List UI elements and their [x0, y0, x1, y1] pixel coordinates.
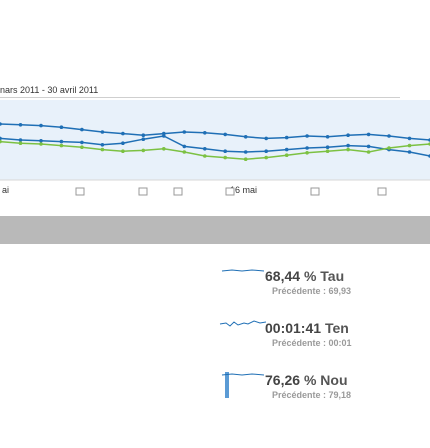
- series-line-0: [0, 135, 430, 157]
- date-range-label: nars 2011 - 30 avril 2011: [0, 85, 99, 95]
- metric-value: 00:01:41 Ten: [265, 320, 349, 336]
- data-point: [366, 150, 371, 154]
- data-point: [18, 138, 23, 142]
- data-point: [243, 150, 248, 154]
- data-point: [223, 155, 227, 160]
- data-point: [305, 134, 309, 138]
- data-point: [325, 135, 330, 139]
- data-point: [100, 143, 105, 147]
- data-point: [387, 146, 391, 150]
- sparkline: [219, 320, 267, 327]
- data-point: [325, 145, 330, 149]
- sparkline: [221, 269, 265, 272]
- data-point: [284, 135, 289, 140]
- data-point: [100, 147, 105, 152]
- metric-value: 68,44 % Tau: [265, 268, 345, 284]
- data-point: [141, 148, 146, 153]
- data-point: [39, 142, 43, 146]
- data-point: [80, 140, 84, 145]
- data-point: [121, 131, 125, 136]
- annotation-marker: [377, 187, 387, 196]
- data-point: [223, 149, 227, 153]
- data-point: [264, 149, 269, 153]
- data-point: [325, 149, 330, 153]
- toolbar-band: [0, 216, 430, 244]
- data-point: [162, 147, 166, 151]
- data-point: [407, 150, 412, 154]
- data-point: [0, 136, 2, 141]
- data-point: [305, 146, 309, 150]
- metric-previous: Précédente : 00:01: [272, 338, 352, 348]
- divider: [0, 97, 400, 98]
- metric-bounce-rate[interactable]: 68,44 % Tau Précédente : 69,93: [0, 258, 430, 310]
- x-tick-label: ai: [2, 185, 9, 195]
- data-point: [264, 136, 269, 141]
- data-point: [366, 144, 371, 149]
- data-point: [59, 139, 64, 144]
- data-point: [141, 137, 146, 141]
- annotation-marker: [173, 187, 183, 196]
- annotation-marker: [225, 187, 235, 196]
- data-point: [39, 123, 43, 128]
- data-point: [0, 139, 2, 144]
- data-point: [80, 127, 84, 132]
- data-point: [346, 147, 350, 152]
- annotation-marker: [310, 187, 320, 196]
- annotation-marker: [75, 187, 85, 196]
- data-point: [18, 123, 23, 127]
- data-point: [182, 150, 187, 154]
- data-point: [407, 136, 412, 141]
- data-point: [203, 131, 207, 135]
- data-point: [284, 147, 289, 152]
- metric-previous: Précédente : 69,93: [272, 286, 352, 296]
- data-point: [407, 143, 412, 148]
- data-point: [203, 154, 207, 158]
- data-point: [366, 132, 371, 137]
- data-point: [305, 151, 309, 155]
- metric-previous: Précédente : 79,18: [272, 390, 352, 400]
- data-point: [203, 147, 207, 151]
- series-line-2: [0, 123, 430, 141]
- data-point: [264, 155, 269, 160]
- data-point: [39, 139, 43, 143]
- data-point: [387, 134, 391, 138]
- data-point: [284, 153, 289, 157]
- data-point: [182, 130, 187, 134]
- data-point: [121, 141, 125, 145]
- data-point: [346, 133, 350, 137]
- chart-area-fill: [0, 100, 430, 180]
- data-point: [182, 144, 187, 149]
- data-point: [121, 149, 125, 153]
- line-chart: ai 16 mai: [0, 100, 430, 196]
- metric-new-visits[interactable]: 76,26 % Nou Précédente : 79,18: [0, 362, 430, 414]
- data-point: [59, 125, 64, 129]
- metric-value: 76,26 % Nou: [265, 372, 348, 388]
- data-point: [346, 143, 350, 148]
- sparkline: [221, 373, 265, 376]
- data-point: [223, 132, 227, 137]
- data-point: [162, 131, 166, 136]
- series-line-1: [0, 140, 430, 160]
- metric-time-on-site[interactable]: 00:01:41 Ten Précédente : 00:01: [0, 310, 430, 362]
- data-point: [80, 145, 84, 149]
- data-point: [0, 122, 2, 126]
- annotation-marker: [138, 187, 148, 196]
- selection-bar: [225, 372, 229, 398]
- data-point: [18, 141, 23, 145]
- data-point: [100, 130, 105, 134]
- data-point: [141, 133, 146, 137]
- data-point: [243, 157, 248, 161]
- data-point: [243, 135, 248, 139]
- data-point: [59, 143, 64, 148]
- x-tick-label: 16 mai: [230, 185, 257, 195]
